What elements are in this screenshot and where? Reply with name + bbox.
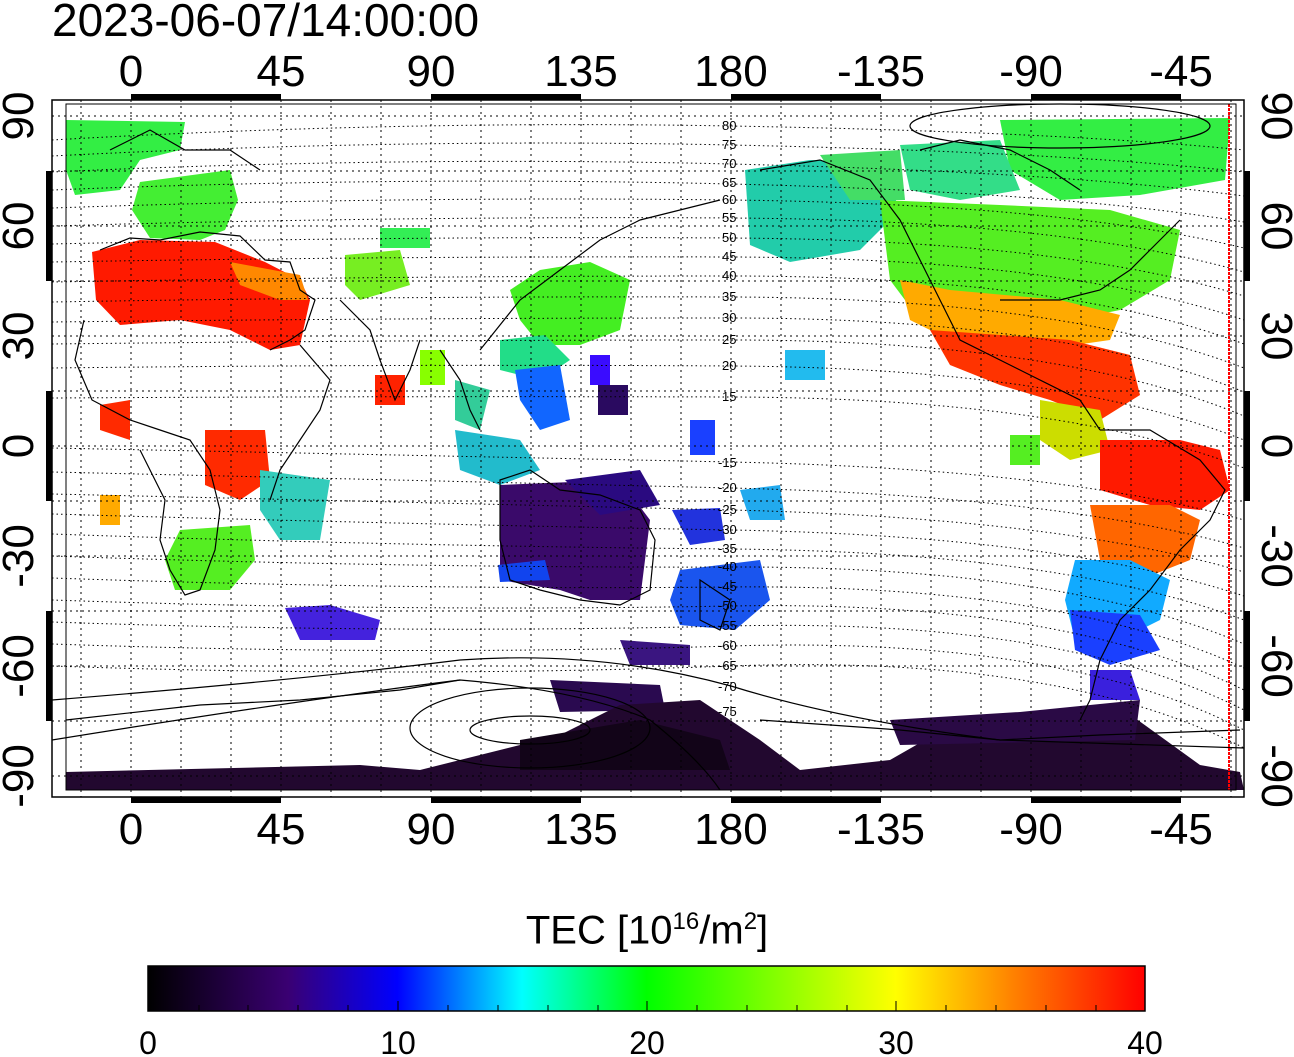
lat-label: 30 — [0, 312, 43, 361]
colorbar-tick-label: 10 — [380, 1025, 416, 1057]
contour-label: 15 — [722, 389, 736, 404]
lat-labels-right: 90 60 30 0 -30 -60 -90 — [1252, 92, 1294, 808]
lat-label: 90 — [0, 92, 43, 141]
contour-label: -55 — [718, 618, 737, 633]
tec-region-north-atlantic — [66, 120, 185, 195]
lon-label: 0 — [119, 805, 143, 854]
lat-label: -60 — [1252, 634, 1294, 698]
graticule — [52, 100, 1244, 797]
lat-label: 30 — [1252, 312, 1294, 361]
contour-label: -30 — [718, 522, 737, 537]
contour-label: 45 — [722, 249, 736, 264]
colorbar-title-unit: /m — [699, 908, 744, 953]
tec-region-southern-africa — [165, 525, 255, 590]
contour-labels-south: -15 -20 -25 -30 -35 -40 -45 -50 -55 -60 … — [718, 455, 737, 719]
lat-label: 0 — [1252, 434, 1294, 458]
tec-data-layer — [66, 118, 1244, 790]
tec-region-east-asia — [510, 262, 630, 345]
colorbar-title: TEC [1016/m2] — [0, 898, 1294, 954]
colorbar-title-unit-exponent: 2 — [743, 908, 758, 935]
lat-label: -90 — [0, 744, 43, 808]
lat-label: 60 — [1252, 202, 1294, 251]
tec-region-central-asia — [345, 250, 410, 300]
contour-label: -35 — [718, 541, 737, 556]
lon-labels-bottom: 0 45 90 135 180 -135 -90 -45 — [119, 805, 1213, 854]
colorbar-tick-label: 20 — [629, 1025, 665, 1057]
contour-label: 20 — [722, 358, 736, 373]
contour-label: 30 — [722, 310, 736, 325]
colorbar: 0 10 20 30 40 — [139, 965, 1163, 1057]
tec-region-central-africa — [205, 430, 270, 500]
colorbar-tick-label: 0 — [139, 1025, 157, 1057]
lon-labels-top: 0 45 90 135 180 -135 -90 -45 — [119, 47, 1213, 96]
tec-region-gulf-of-mexico — [930, 330, 1140, 420]
contour-label: -75 — [718, 704, 737, 719]
lon-label: -90 — [999, 805, 1063, 854]
lon-label: 90 — [407, 47, 456, 96]
contour-label: 35 — [722, 289, 736, 304]
contour-label: 40 — [722, 268, 736, 283]
contour-label: -60 — [718, 638, 737, 653]
lon-label: -135 — [837, 47, 925, 96]
colorbar-tick-label: 30 — [878, 1025, 914, 1057]
lon-label: -90 — [999, 47, 1063, 96]
lon-label: 135 — [544, 805, 617, 854]
lon-label: 180 — [694, 805, 767, 854]
contour-label: -45 — [718, 579, 737, 594]
contour-label: -25 — [718, 502, 737, 517]
tec-region-south-america-north — [1100, 440, 1230, 510]
lon-label: 135 — [544, 47, 617, 96]
lon-label: 45 — [257, 47, 306, 96]
contour-label: 80 — [722, 118, 736, 133]
timestamp-title: 2023-06-07/14:00:00 — [52, 0, 480, 46]
lat-labels-left: 90 60 30 0 -30 -60 -90 — [0, 92, 43, 808]
contour-label: -70 — [718, 679, 737, 694]
contour-label: -15 — [718, 455, 737, 470]
lon-label: -45 — [1149, 47, 1213, 96]
tec-region-new-zealand — [672, 508, 725, 545]
lat-label: -60 — [0, 634, 43, 698]
colorbar-title-exponent: 16 — [672, 908, 700, 935]
contour-label: 50 — [722, 230, 736, 245]
colorbar-tick-label: 40 — [1127, 1025, 1163, 1057]
contour-label: 65 — [722, 175, 736, 190]
lon-label: 0 — [119, 47, 143, 96]
contour-label: 55 — [722, 210, 736, 225]
contour-labels-north: 80 75 70 65 60 55 50 45 40 35 30 25 20 1… — [722, 118, 736, 404]
lat-label: -90 — [1252, 744, 1294, 808]
lat-label: -30 — [1252, 524, 1294, 588]
lon-label: 45 — [257, 805, 306, 854]
contour-label: -65 — [718, 658, 737, 673]
lon-label: -45 — [1149, 805, 1213, 854]
lat-label: 90 — [1252, 92, 1294, 141]
tec-region-europe — [132, 170, 238, 240]
lon-label: 90 — [407, 805, 456, 854]
colorbar-title-end: ] — [757, 908, 769, 953]
contour-label: 60 — [722, 192, 736, 207]
contour-label: 70 — [722, 156, 736, 171]
lat-label: -30 — [0, 524, 43, 588]
contour-label: 75 — [722, 137, 736, 152]
contour-label: -20 — [718, 480, 737, 495]
lon-label: 180 — [694, 47, 767, 96]
contour-label: -40 — [718, 559, 737, 574]
lon-label: -135 — [837, 805, 925, 854]
lat-label: 0 — [0, 434, 43, 458]
magnetic-contours — [52, 124, 1244, 749]
coastlines — [65, 129, 1241, 741]
colorbar-title-main: TEC [10 — [525, 908, 673, 953]
lat-label: 60 — [0, 202, 43, 251]
contour-label: -50 — [718, 598, 737, 613]
contour-label: 25 — [722, 332, 736, 347]
